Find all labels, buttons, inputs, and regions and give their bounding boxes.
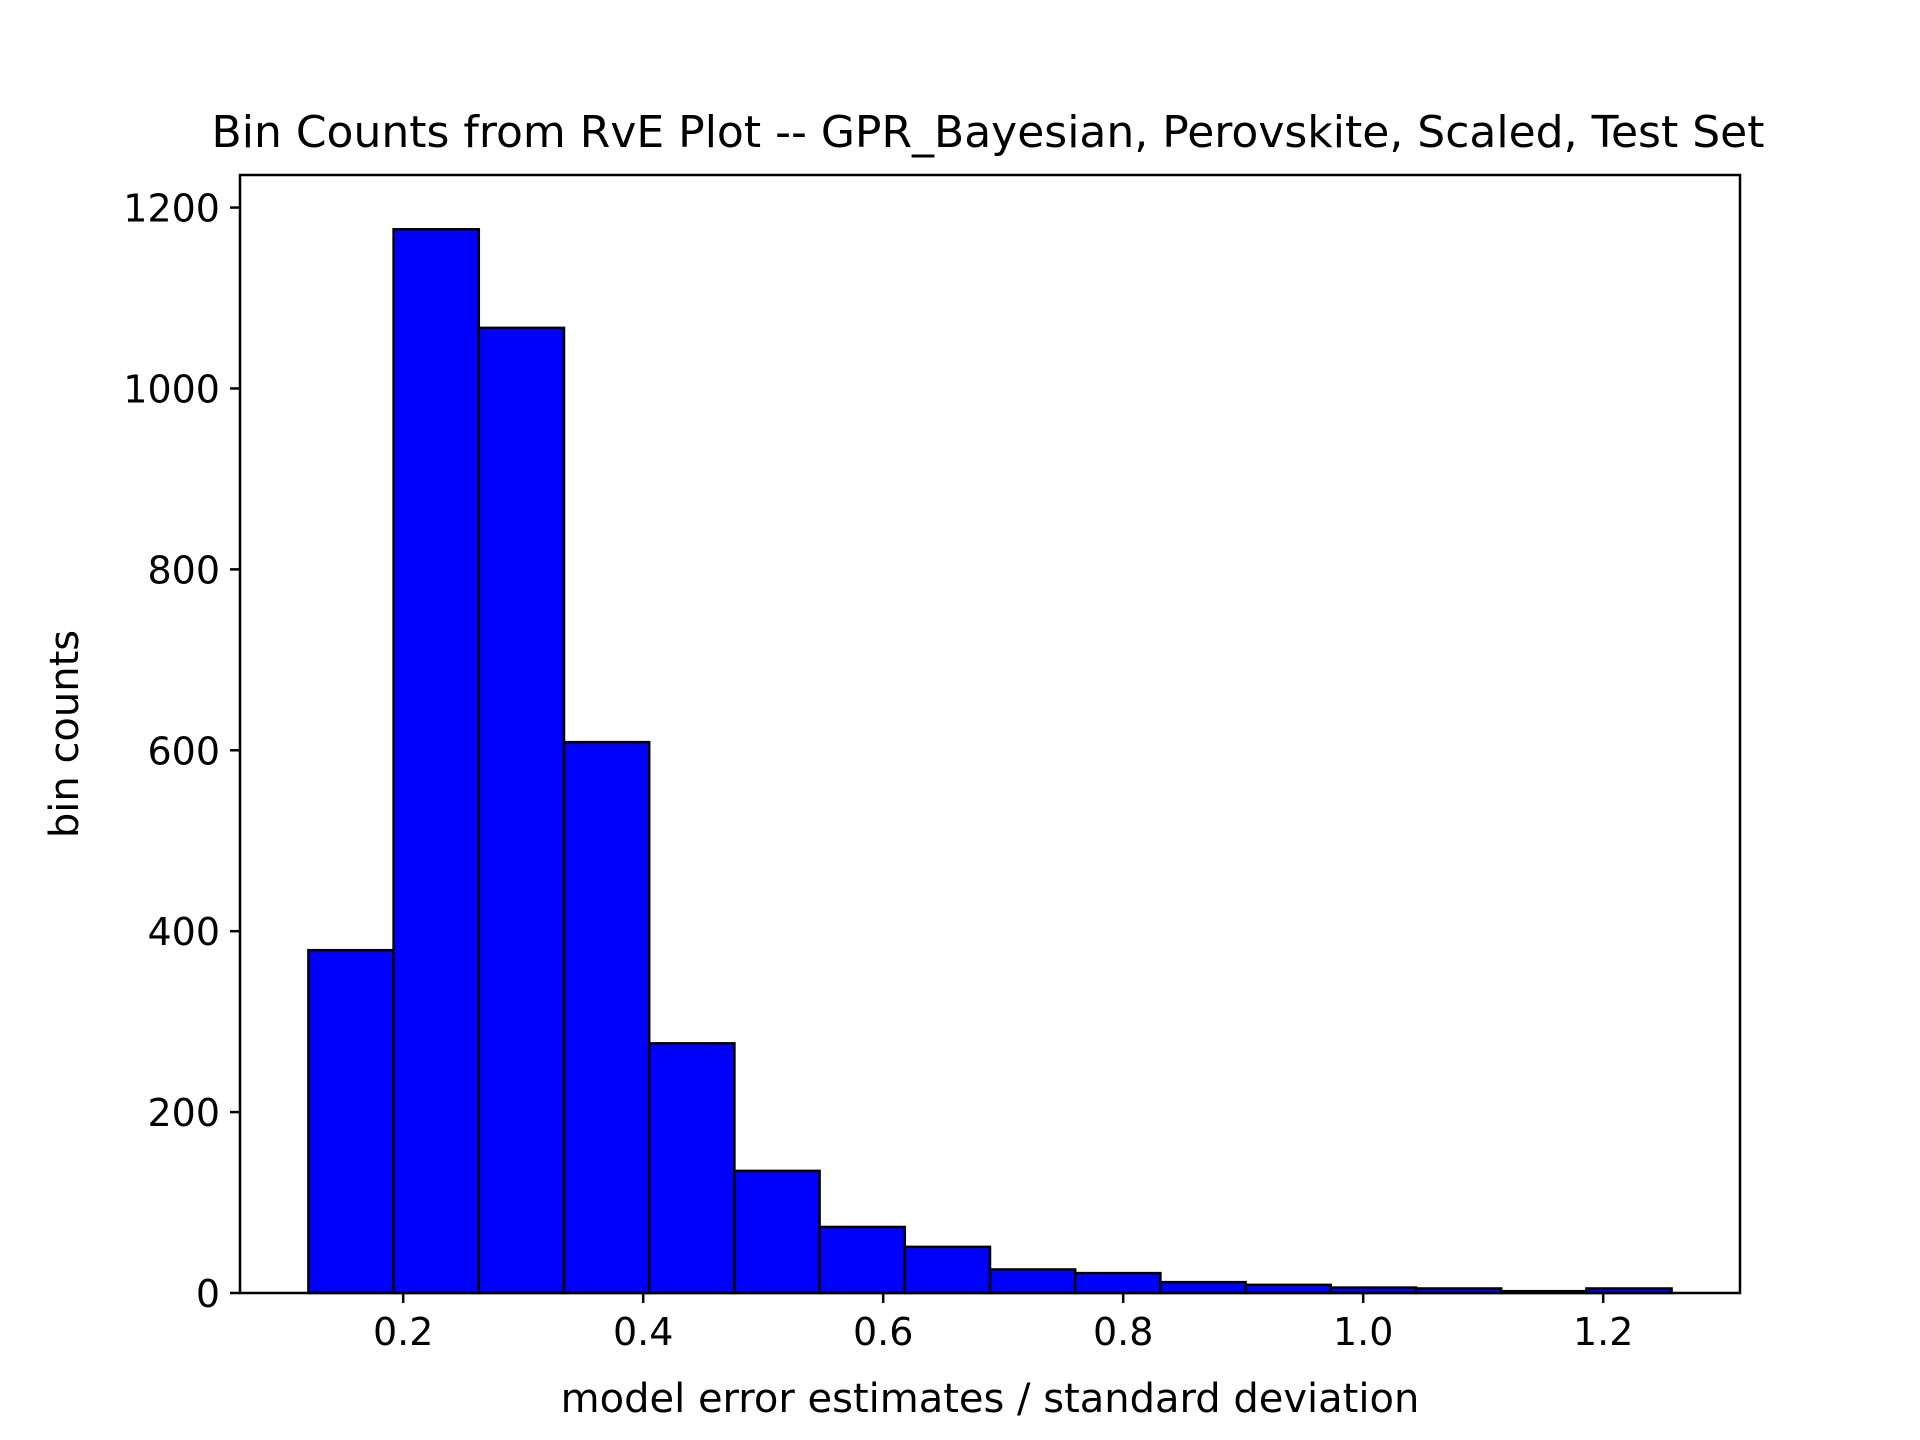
histogram-bar (988, 1268, 1077, 1295)
histogram-bar (307, 948, 395, 1295)
y-axis-label: bin counts (42, 630, 88, 838)
histogram-bar (1073, 1271, 1162, 1295)
histogram-bar (818, 1225, 907, 1295)
y-axis-ticks: 0 200 400 600 800 1000 1200 (123, 187, 240, 1316)
histogram-bar (733, 1169, 821, 1295)
y-tick-label: 1200 (123, 187, 220, 231)
x-tick-label: 0.2 (373, 1310, 433, 1354)
histogram-bar (647, 1042, 736, 1295)
histogram-bar (392, 228, 481, 1295)
x-tick-label: 1.0 (1333, 1310, 1393, 1354)
bars-group (307, 228, 1673, 1295)
x-tick-label: 1.2 (1573, 1310, 1633, 1354)
y-tick-label: 0 (196, 1272, 220, 1316)
histogram-bar (1159, 1280, 1247, 1295)
y-tick-label: 600 (147, 729, 220, 773)
histogram-bar (477, 326, 566, 1295)
y-tick-label: 800 (147, 548, 220, 592)
histogram-bar (562, 740, 651, 1295)
x-tick-label: 0.6 (853, 1310, 913, 1354)
y-tick-label: 1000 (123, 367, 220, 411)
y-tick-label: 400 (147, 910, 220, 954)
plot-frame (238, 173, 1742, 1295)
x-tick-label: 0.4 (613, 1310, 673, 1354)
x-tick-label: 0.8 (1093, 1310, 1153, 1354)
x-axis-label: model error estimates / standard deviati… (561, 1376, 1420, 1422)
histogram-bar (903, 1245, 992, 1295)
x-axis-ticks: 0.2 0.4 0.6 0.8 1.0 1.2 (373, 1293, 1633, 1354)
chart-title: Bin Counts from RvE Plot -- GPR_Bayesian… (212, 107, 1765, 158)
y-tick-label: 200 (147, 1091, 220, 1135)
